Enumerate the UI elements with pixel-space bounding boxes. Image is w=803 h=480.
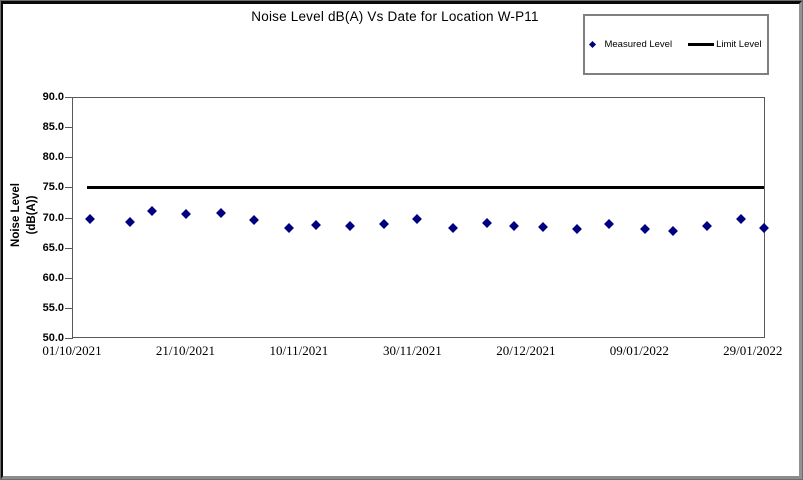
chart-title: Noise Level dB(A) Vs Date for Location W…	[251, 9, 539, 24]
measured-level-point	[311, 219, 322, 230]
legend-label-limit: Limit Level	[716, 39, 762, 50]
measured-level-point	[146, 205, 157, 216]
measured-level-point	[668, 226, 679, 237]
measured-level-point	[283, 223, 294, 234]
y-tick-mark	[65, 217, 73, 219]
legend-item-limit: Limit Level	[688, 39, 762, 50]
legend: Measured Level Limit Level	[583, 14, 769, 75]
y-tick-mark	[65, 187, 73, 189]
x-tick-label: 10/11/2021	[269, 343, 329, 358]
measured-level-point	[702, 221, 713, 232]
y-tick-mark	[65, 157, 73, 159]
measured-level-point	[412, 213, 423, 224]
y-tick-label: 60.0	[42, 271, 64, 284]
measured-level-point	[215, 208, 226, 219]
x-tick-label: 21/10/2021	[155, 343, 216, 358]
y-tick-mark	[65, 307, 73, 309]
measured-level-point	[571, 224, 582, 235]
measured-level-point	[447, 223, 458, 234]
y-tick-label: 90.0	[42, 91, 64, 103]
measured-level-point	[85, 213, 95, 224]
x-tick-label: 09/01/2022	[609, 343, 669, 358]
y-tick-label: 85.0	[42, 121, 64, 134]
measured-level-point	[508, 220, 519, 231]
plot-area	[72, 97, 769, 338]
x-tick-label: 20/12/2021	[496, 343, 556, 358]
x-tick-label: 01/10/2021	[42, 343, 102, 358]
measured-level-point	[249, 215, 259, 226]
x-tick-label: 29/01/2022	[723, 343, 783, 358]
measured-level-point	[124, 216, 135, 227]
legend-item-measured: Measured Level	[589, 39, 673, 50]
y-tick-label: 50.0	[42, 332, 64, 344]
y-tick-label: 75.0	[42, 181, 64, 194]
y-tick-label: 65.0	[42, 241, 64, 254]
measured-diamond-icon	[589, 40, 597, 49]
measured-level-point	[378, 219, 389, 230]
y-tick-label: 55.0	[42, 301, 64, 314]
measured-level-point	[759, 222, 769, 233]
measured-level-point	[180, 208, 191, 219]
measured-level-point	[344, 220, 355, 231]
y-tick-mark	[65, 338, 73, 339]
y-tick-mark	[65, 247, 73, 249]
measured-level-point	[604, 219, 615, 230]
y-tick-mark	[65, 127, 73, 129]
y-tick-label: 80.0	[42, 151, 64, 164]
measured-level-point	[537, 222, 548, 232]
y-tick-mark	[65, 97, 73, 98]
limit-line-icon	[688, 43, 715, 46]
limit-level-line	[87, 186, 764, 190]
measured-level-point	[481, 218, 492, 229]
measured-level-point	[639, 224, 650, 235]
y-tick-label: 70.0	[42, 211, 64, 224]
legend-label-measured: Measured Level	[604, 39, 673, 50]
measured-level-point	[735, 213, 746, 224]
x-tick-label: 30/11/2021	[383, 343, 442, 358]
y-tick-mark	[65, 277, 73, 279]
